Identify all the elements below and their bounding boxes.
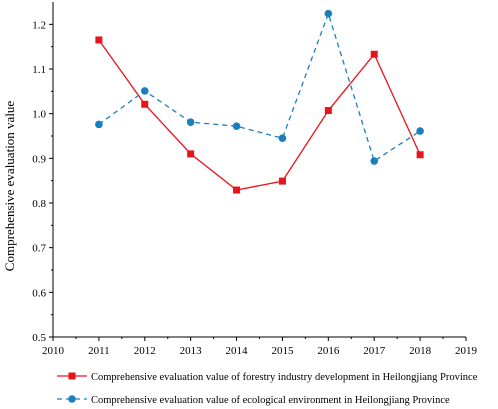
x-axis-ticks: 2010 2011 2012 2013 2014 2015 2016 2017 2018 2019 <box>42 337 478 357</box>
series-2 <box>95 9 424 165</box>
data-point <box>370 50 378 58</box>
x-tick-label: 2016 <box>317 345 340 357</box>
data-point <box>95 36 103 44</box>
legend-item-2: Comprehensive evaluation value of ecolog… <box>57 395 450 406</box>
data-point <box>187 150 195 158</box>
y-tick-label: 0.5 <box>32 332 46 344</box>
x-tick-label: 2018 <box>409 345 432 357</box>
data-point <box>186 118 195 126</box>
x-tick-label: 2019 <box>455 345 478 357</box>
x-tick-label: 2017 <box>363 345 386 357</box>
legend: Comprehensive evaluation value of forest… <box>57 372 478 406</box>
legend-swatch-marker <box>68 395 76 403</box>
series-layer <box>95 9 424 194</box>
series-line <box>98 39 421 191</box>
y-tick-label: 0.6 <box>32 287 46 299</box>
y-tick-label: 1.0 <box>32 109 46 121</box>
legend-label: Comprehensive evaluation value of ecolog… <box>91 395 450 406</box>
data-point <box>324 9 333 18</box>
data-point <box>416 127 424 135</box>
y-tick-label: 0.8 <box>32 198 46 210</box>
y-tick-label: 0.9 <box>32 153 46 165</box>
data-point <box>233 186 241 194</box>
y-axis-ticks: 0.5 0.6 0.7 0.8 0.9 1.0 1.1 1.2 <box>32 19 53 344</box>
y-tick-label: 1.2 <box>32 19 46 31</box>
data-point <box>416 151 424 159</box>
x-tick-label: 2014 <box>226 345 249 357</box>
legend-label: Comprehensive evaluation value of forest… <box>91 372 478 383</box>
data-point <box>278 134 287 143</box>
series-line <box>98 11 421 163</box>
data-point <box>95 120 103 129</box>
x-tick-label: 2011 <box>88 345 110 357</box>
data-point <box>140 87 149 95</box>
y-axis-label: Comprehensive evaluation value <box>2 101 17 272</box>
x-tick-label: 2013 <box>180 345 203 357</box>
legend-swatch-marker <box>68 372 76 380</box>
y-tick-label: 0.7 <box>32 243 46 255</box>
x-tick-label: 2010 <box>42 345 65 357</box>
axes <box>52 2 466 338</box>
data-point <box>324 107 332 115</box>
x-tick-label: 2012 <box>134 345 156 357</box>
data-point <box>141 100 149 108</box>
legend-item-1: Comprehensive evaluation value of forest… <box>57 372 478 383</box>
data-point <box>232 122 241 130</box>
x-tick-label: 2015 <box>271 345 294 357</box>
data-point <box>370 157 379 165</box>
series-1 <box>95 36 424 194</box>
data-point <box>278 177 286 185</box>
y-tick-label: 1.1 <box>32 64 46 76</box>
